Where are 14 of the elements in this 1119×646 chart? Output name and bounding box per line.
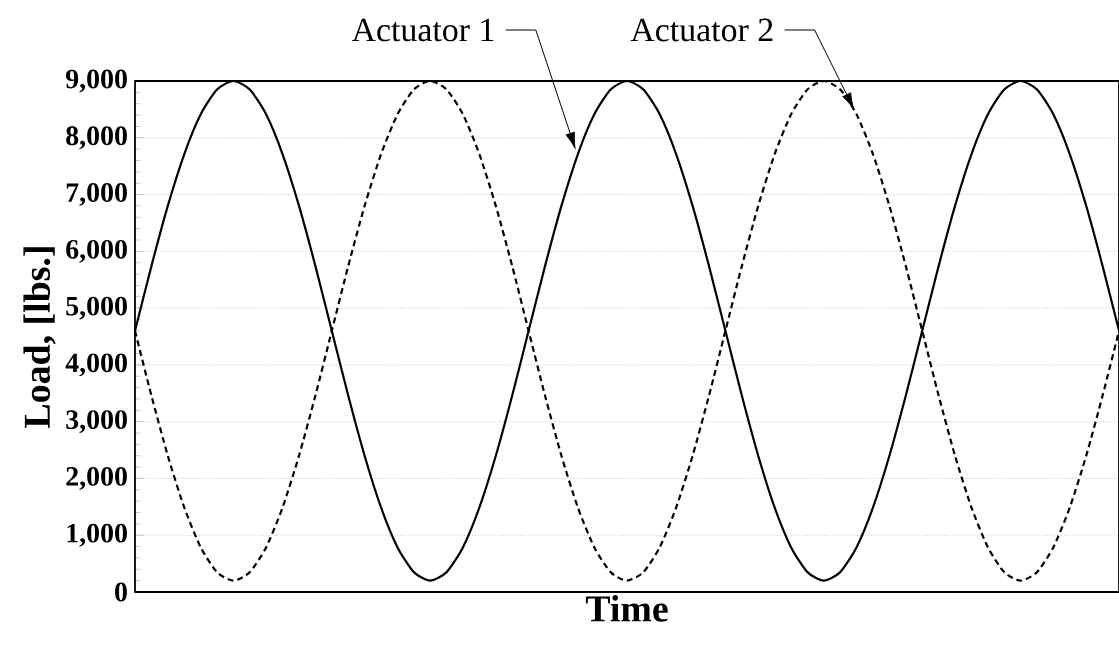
y-tick-label: 4,000 — [65, 353, 127, 377]
y-tick-label: 6,000 — [66, 239, 127, 263]
y-tick-label: 3,000 — [66, 410, 127, 434]
y-tick-label: 5,000 — [66, 296, 127, 320]
y-tick-label: 0 — [115, 582, 127, 602]
y-tick-label: 2,000 — [66, 467, 127, 490]
y-tick-label: 9,000 — [65, 69, 127, 93]
text: Actuator 1 — [351, 18, 494, 42]
y-tick-label: 1,000 — [67, 523, 127, 547]
series-label: Actuator 2 — [630, 18, 773, 42]
y-tick-label: 7,000 — [66, 183, 127, 206]
x-axis-title: Time — [585, 595, 668, 622]
y-axis-title: Load, [lbs.] — [23, 247, 56, 428]
y-tick-label: 8,000 — [66, 126, 127, 150]
